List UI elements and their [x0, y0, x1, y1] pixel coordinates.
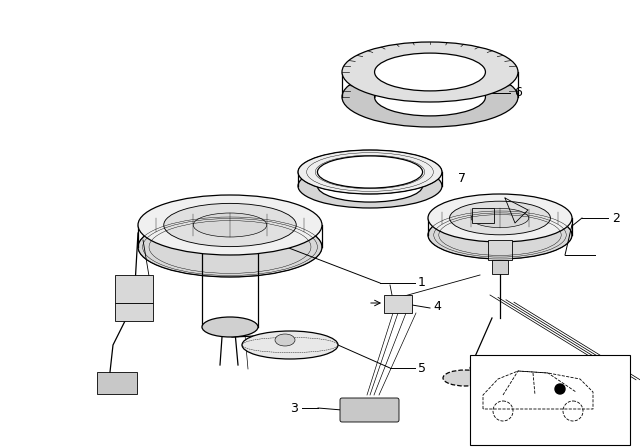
Ellipse shape [298, 164, 442, 208]
Text: 4: 4 [433, 300, 441, 313]
Bar [470, 355, 630, 445]
Ellipse shape [242, 331, 338, 359]
Bar [488, 240, 512, 260]
Ellipse shape [443, 370, 487, 386]
Ellipse shape [342, 67, 518, 127]
Ellipse shape [202, 317, 258, 337]
Ellipse shape [428, 194, 572, 242]
Ellipse shape [450, 201, 550, 235]
Ellipse shape [374, 78, 486, 116]
Ellipse shape [275, 334, 295, 346]
Text: 2: 2 [612, 211, 620, 224]
Ellipse shape [317, 170, 422, 202]
Ellipse shape [298, 150, 442, 194]
Circle shape [555, 384, 565, 394]
Ellipse shape [342, 42, 518, 102]
Ellipse shape [138, 217, 322, 277]
FancyBboxPatch shape [340, 398, 399, 422]
Text: 7: 7 [458, 172, 466, 185]
Text: 5: 5 [418, 362, 426, 375]
Ellipse shape [138, 195, 322, 255]
Ellipse shape [164, 203, 296, 246]
Text: 1: 1 [418, 276, 426, 289]
Bar [384, 295, 412, 313]
Text: 6: 6 [514, 86, 522, 99]
Ellipse shape [428, 211, 572, 259]
Bar [492, 260, 508, 274]
Text: 3: 3 [290, 401, 298, 414]
Ellipse shape [374, 53, 486, 91]
Ellipse shape [471, 208, 529, 228]
Bar [115, 303, 153, 321]
Bar [115, 275, 153, 303]
Ellipse shape [193, 213, 267, 237]
Ellipse shape [317, 156, 422, 188]
Bar [97, 372, 137, 394]
Bar [472, 208, 494, 223]
